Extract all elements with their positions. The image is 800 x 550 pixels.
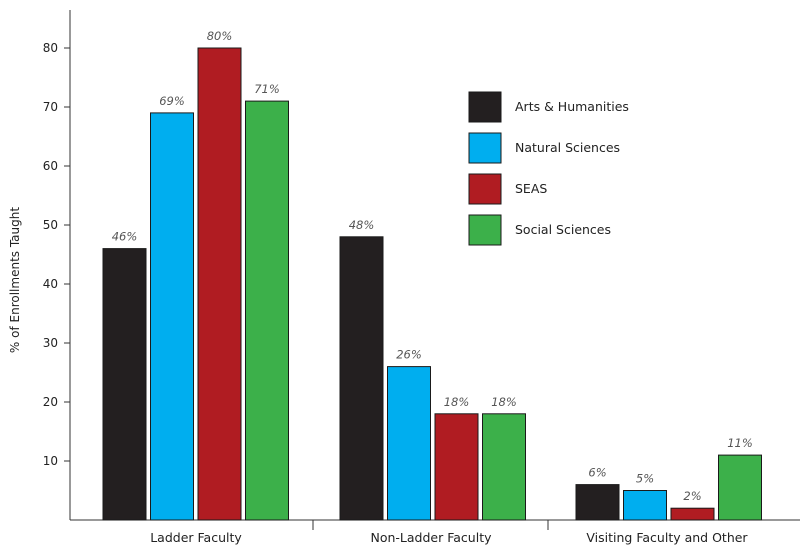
bar-social-sciences-1 <box>245 100 289 521</box>
legend-swatch <box>468 214 502 246</box>
data-label: 6% <box>588 466 606 480</box>
y-ticks: 10 20 30 40 50 60 70 80 <box>43 41 70 468</box>
data-label: 18% <box>491 395 517 409</box>
y-tick-label: 50 <box>43 218 58 232</box>
y-axis-title: % of Enrollments Taught <box>8 207 22 353</box>
y-tick-label: 20 <box>43 395 58 409</box>
data-label: 69% <box>159 94 185 108</box>
bars <box>102 47 762 521</box>
y-tick-label: 60 <box>43 159 58 173</box>
data-label: 71% <box>254 82 280 96</box>
legend-label: SEAS <box>515 181 547 196</box>
legend-label: Social Sciences <box>515 222 611 237</box>
data-label: 48% <box>349 218 375 232</box>
data-label: 11% <box>727 436 753 450</box>
legend-label: Arts & Humanities <box>515 99 629 114</box>
x-category-label: Visiting Faculty and Other <box>586 530 748 545</box>
bar-arts-humanities-1 <box>102 248 147 521</box>
legend-label: Natural Sciences <box>515 140 620 155</box>
legend-swatch <box>468 132 502 164</box>
bar-seas-2 <box>434 413 479 521</box>
bar-arts-humanities-2 <box>339 236 384 521</box>
x-category-label: Ladder Faculty <box>150 530 242 545</box>
data-label: 46% <box>112 230 138 244</box>
bar-social-sciences-2 <box>482 413 526 521</box>
y-tick-label: 40 <box>43 277 58 291</box>
y-tick-label: 80 <box>43 41 58 55</box>
legend-swatch <box>468 91 502 123</box>
bar-natural-sciences-1 <box>150 112 194 521</box>
legend: Arts & Humanities Natural Sciences SEAS Soc… <box>468 91 629 246</box>
x-category-label: Non-Ladder Faculty <box>371 530 493 545</box>
bar-seas-1 <box>197 47 242 521</box>
data-label: 2% <box>683 489 701 503</box>
data-label: 26% <box>396 348 422 362</box>
data-labels: 46% 69% 80% 71% 48% 26% 18% 18% 6% 5% 2% 11% <box>112 29 753 503</box>
x-ticks: Ladder Faculty Non-Ladder Faculty Visiting… <box>150 520 748 545</box>
legend-swatch <box>468 173 502 205</box>
y-tick-label: 30 <box>43 336 58 350</box>
bar-seas-3 <box>670 507 715 521</box>
data-label: 5% <box>636 472 654 486</box>
bar-natural-sciences-3 <box>623 490 667 521</box>
bar-natural-sciences-2 <box>387 366 431 521</box>
data-label: 80% <box>207 29 233 43</box>
data-label: 18% <box>444 395 470 409</box>
bar-social-sciences-3 <box>718 454 762 521</box>
y-tick-label: 10 <box>43 454 58 468</box>
y-tick-label: 70 <box>43 100 58 114</box>
bar-arts-humanities-3 <box>575 484 620 521</box>
